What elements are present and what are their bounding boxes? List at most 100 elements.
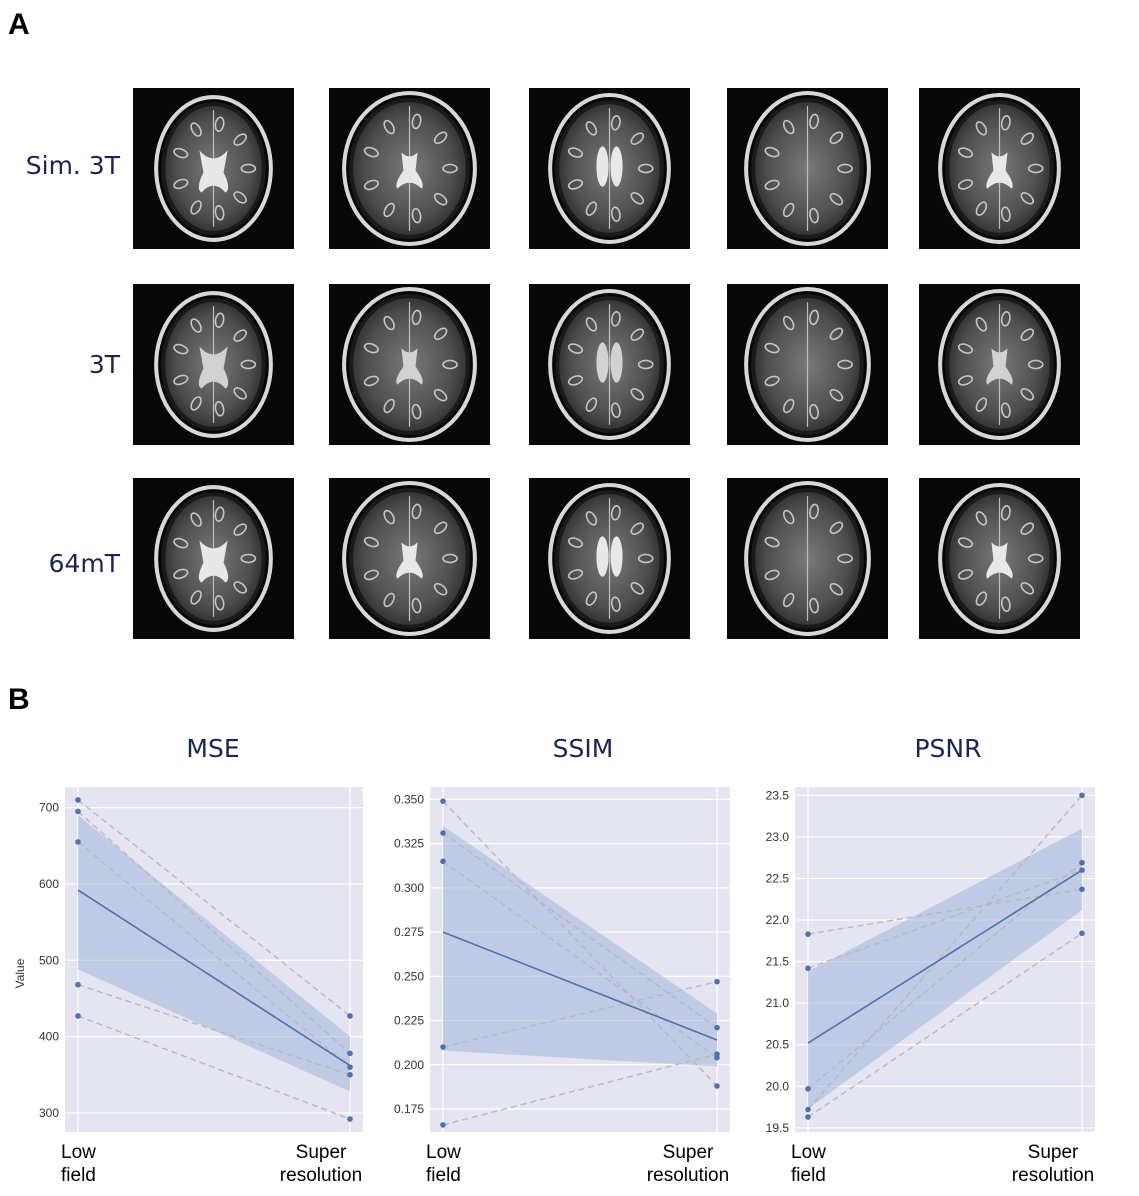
panel-a-letter: A [8,8,30,41]
mri-image [919,478,1080,639]
subject-line [442,800,718,1087]
y-tick-label: 400 [39,1030,59,1044]
data-point [75,1013,81,1019]
y-tick-label: 600 [39,877,59,891]
mse-chart: 300 400 500 600 700 Value [13,787,363,1132]
y-axis-label: Value [13,958,27,988]
y-tick-label: 22.0 [766,913,790,927]
x-tick-label-low-field: Low field [791,1142,826,1186]
subject-line [77,841,351,1068]
y-tick-label: 20.0 [766,1079,790,1093]
y-tick-label: 0.325 [394,837,424,851]
data-point [805,1085,811,1092]
y-tick-label: 0.250 [394,969,424,983]
data-point [1079,859,1085,866]
mri-image [727,478,888,639]
subject-line [442,860,718,1059]
subject-line [442,832,718,1029]
data-point [347,1064,353,1070]
x-tick-label-super-resolution: Super resolution [1011,1142,1095,1186]
data-point [75,797,81,803]
mean-line [807,869,1083,1044]
subject-line [77,810,351,1054]
x-tick-label-low-field: Low field [426,1142,461,1186]
data-point [440,1044,446,1050]
subject-line [77,984,351,1076]
y-tick-label: 0.175 [394,1102,424,1116]
mri-image [133,478,294,639]
chart-title-psnr: PSNR [914,734,982,763]
mri-image [529,478,690,639]
data-point [1079,792,1085,799]
y-tick-label: 0.350 [394,792,424,806]
data-point [714,1051,720,1057]
data-point [805,931,811,937]
subject-line [807,888,1083,935]
subject-line [807,932,1083,1118]
y-tick-label: 0.275 [394,925,424,939]
mri-image [919,284,1080,445]
mri-image [529,284,690,445]
row-label-64mt: 64mT [48,549,120,578]
data-point [347,1050,353,1057]
subject-line [807,869,1083,969]
data-point [1079,930,1085,937]
chart-title-ssim: SSIM [552,734,614,763]
y-tick-label: 0.300 [394,881,424,895]
y-tick-label: 300 [39,1106,59,1120]
psnr-chart: 19.5 20.0 20.5 21.0 21.5 22.0 22.5 23.0 23.5 [766,787,1095,1135]
data-point [1079,886,1085,893]
y-tick-label: 23.0 [766,830,790,844]
ssim-chart: 0.175 0.200 0.225 0.250 0.275 0.300 0.325 0.350 [394,787,730,1132]
mri-image [919,88,1080,249]
data-point [805,965,811,972]
data-point [75,839,81,845]
y-tick-label: 22.5 [766,871,790,885]
mri-image [133,284,294,445]
y-tick-label: 19.5 [766,1121,790,1135]
subject-line [77,1015,351,1120]
data-point [75,981,81,988]
x-tick-label-low-field: Low field [61,1142,96,1186]
y-tick-label: 0.200 [394,1058,424,1072]
data-point [347,1116,353,1122]
y-tick-label: 21.5 [766,955,790,969]
data-point [714,978,720,985]
y-tick-label: 0.225 [394,1014,424,1028]
mri-image [329,284,490,445]
confidence-band [808,828,1082,1109]
mean-line [442,931,718,1041]
mri-image [727,88,888,249]
row-label-3t: 3T [88,350,120,379]
subject-line [77,799,351,1017]
subject-line [442,980,718,1048]
mri-image [529,88,690,249]
y-tick-label: 700 [39,801,59,815]
mri-image [727,284,888,445]
mri-image [133,88,294,249]
y-tick-label: 23.5 [766,788,790,802]
y-tick-label: 500 [39,953,59,967]
data-point [440,798,446,804]
confidence-band [443,825,717,1067]
data-point [440,1122,446,1128]
data-point [714,1024,720,1031]
y-tick-label: 20.5 [766,1038,790,1052]
data-point [347,1013,353,1019]
data-point [805,1106,811,1113]
chart-title-mse: MSE [186,734,240,763]
data-point [1079,867,1085,873]
mri-image [329,88,490,249]
x-tick-label-super-resolution: Super resolution [279,1142,363,1186]
row-label-sim-3t: Sim. 3T [25,151,120,180]
data-point [440,858,446,865]
mean-line [77,889,351,1067]
data-point [75,808,81,815]
panel-b-letter: B [8,683,30,716]
subject-line [442,1053,718,1126]
y-tick-label: 21.0 [766,996,790,1010]
data-point [714,1083,720,1089]
data-point [805,1114,811,1120]
mri-image [329,478,490,639]
data-point [440,830,446,836]
